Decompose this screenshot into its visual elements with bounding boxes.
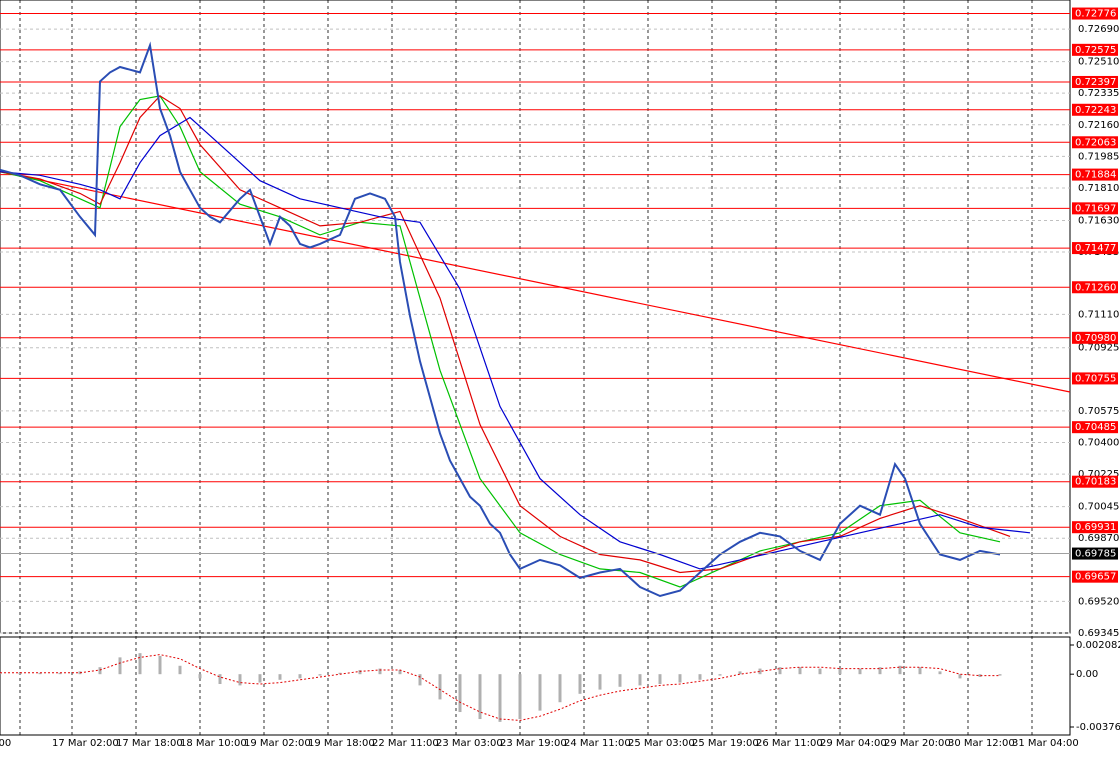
y-tick-label: 0.72160	[1078, 120, 1119, 131]
macd-tick-label: 0.002082	[1076, 640, 1120, 651]
y-tick-label: 0.72510	[1078, 57, 1119, 68]
macd-tick-label: -0.003768	[1076, 722, 1120, 733]
level-label: 0.72575	[1075, 45, 1116, 56]
y-tick-label: 0.71110	[1078, 309, 1119, 320]
level-label: 0.71477	[1075, 243, 1116, 254]
level-tag	[1072, 475, 1118, 488]
y-tick-label: 0.72690	[1078, 24, 1119, 35]
x-tick-label: 25 Mar 19:00	[692, 738, 759, 749]
x-tick-label: 18 Mar 10:00	[180, 738, 247, 749]
level-label: 0.72243	[1075, 105, 1116, 116]
level-tag	[1072, 421, 1118, 434]
y-tick-label: 0.70045	[1078, 502, 1119, 513]
current-price-tag	[1072, 547, 1118, 560]
x-tick-label: 24 Mar 11:00	[564, 738, 631, 749]
level-tag	[1072, 331, 1118, 344]
y-tick-label: 0.69520	[1078, 596, 1119, 607]
x-tick-label: 29 Mar 04:00	[820, 738, 887, 749]
level-label: 0.72776	[1075, 9, 1116, 20]
y-tick-label: 0.71810	[1078, 183, 1119, 194]
level-tag	[1072, 281, 1118, 294]
x-tick-label: 19 Mar 02:00	[244, 738, 311, 749]
level-tag	[1072, 570, 1118, 583]
level-label: 0.70183	[1075, 477, 1116, 488]
current-price-label: 0.69785	[1075, 549, 1116, 560]
level-label: 0.71697	[1075, 203, 1116, 214]
y-tick-label: 0.70925	[1078, 343, 1119, 354]
x-tick-label: 17 Mar 18:00	[116, 738, 183, 749]
x-tick-label: 31 Mar 04:00	[1012, 738, 1079, 749]
y-tick-label: 0.69870	[1078, 533, 1119, 544]
x-tick-label: 29 Mar 20:00	[884, 738, 951, 749]
moving-average	[0, 116, 1031, 570]
y-tick-label: 0.70400	[1078, 438, 1119, 449]
level-tag	[1072, 372, 1118, 385]
y-tick-label: 0.72335	[1078, 88, 1119, 99]
macd-panel	[0, 636, 1071, 736]
level-tag	[1072, 168, 1118, 181]
x-tick-label: 19 Mar 18:00	[308, 738, 375, 749]
x-tick-label: 30 Mar 12:00	[948, 738, 1015, 749]
level-label: 0.70980	[1075, 333, 1116, 344]
level-label: 0.70485	[1075, 422, 1116, 433]
y-tick-label: 0.69345	[1078, 628, 1119, 639]
level-label: 0.70755	[1075, 373, 1116, 384]
level-label: 0.69931	[1075, 522, 1116, 533]
macd-signal	[0, 654, 1000, 721]
macd-tick-label: 0.00	[1076, 669, 1098, 680]
level-label: 0.71260	[1075, 282, 1116, 293]
y-tick-label: 0.71630	[1078, 215, 1119, 226]
moving-average	[0, 95, 1011, 574]
level-label: 0.72063	[1075, 137, 1116, 148]
y-tick-label: 0.70225	[1078, 469, 1119, 480]
x-tick-label: 25 Mar 03:00	[628, 738, 695, 749]
y-tick-label: 0.71985	[1078, 151, 1119, 162]
moving-average	[0, 95, 1001, 588]
level-label: 0.69657	[1075, 572, 1116, 583]
level-tag	[1072, 521, 1118, 534]
y-tick-label: 0.70575	[1078, 406, 1119, 417]
x-tick-label: 26 Mar 11:00	[756, 738, 823, 749]
level-label: 0.72397	[1075, 77, 1116, 88]
level-tag	[1072, 7, 1118, 20]
x-tick-label: 23 Mar 19:00	[500, 738, 567, 749]
level-tag	[1072, 75, 1118, 88]
x-tick-label: 17 Mar 02:00	[52, 738, 119, 749]
level-label: 0.71884	[1075, 170, 1116, 181]
level-tag	[1072, 202, 1118, 215]
x-tick-label: 22 Mar 11:00	[372, 738, 439, 749]
price-line	[0, 41, 1001, 598]
trendline	[0, 171, 1071, 393]
level-tag	[1072, 43, 1118, 56]
x-tick-label: 0:00	[0, 738, 11, 749]
level-tag	[1072, 103, 1118, 116]
level-tag	[1072, 242, 1118, 255]
x-tick-label: 23 Mar 03:00	[436, 738, 503, 749]
level-tag	[1072, 136, 1118, 149]
